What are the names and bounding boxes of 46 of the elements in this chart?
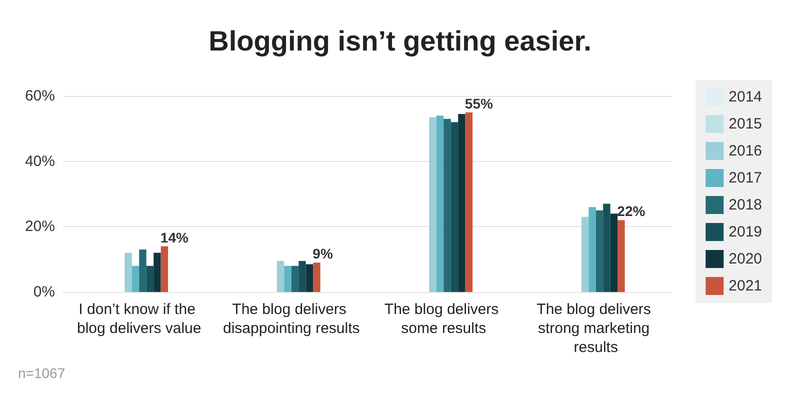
bar — [154, 252, 161, 292]
data-label: 14% — [160, 229, 190, 246]
bar — [124, 252, 132, 292]
data-label: 9% — [312, 246, 334, 262]
bar — [160, 246, 168, 292]
bar — [588, 207, 596, 292]
bar — [429, 117, 436, 292]
data-label: 22% — [617, 203, 646, 220]
text: n=1067 — [18, 365, 66, 381]
legend-label: 2015 — [728, 116, 762, 132]
bar — [458, 114, 466, 292]
legend-label: 2020 — [728, 250, 762, 268]
bar — [276, 260, 284, 292]
bar — [298, 260, 306, 292]
bar — [284, 266, 292, 292]
legend-label: 2018 — [728, 196, 762, 214]
bar — [139, 250, 146, 292]
bar — [132, 266, 140, 292]
chart-title: Blogging isn’t getting easier. — [208, 26, 592, 56]
y-tick-label: 60% — [24, 88, 55, 104]
y-tick-label: 40% — [24, 152, 55, 170]
bar — [603, 204, 610, 292]
bar — [306, 264, 314, 292]
legend-label: 2016 — [728, 142, 762, 160]
legend-label: 2017 — [728, 170, 762, 186]
y-tick-label: 0% — [33, 284, 55, 300]
x-tick-label: The blog delivers disappointing results — [222, 301, 360, 337]
x-tick-label: The blog delivers some results — [384, 301, 503, 337]
bar — [444, 118, 451, 292]
data-label: 55% — [464, 95, 494, 112]
bar — [436, 116, 444, 292]
bar — [596, 210, 604, 292]
legend-label: 2021 — [728, 278, 762, 294]
x-tick-label: The blog delivers strong marketing results — [536, 301, 656, 356]
bar — [291, 266, 299, 292]
bar — [146, 266, 154, 292]
y-tick-label: 20% — [24, 218, 55, 236]
x-tick-label: I don’t know if the blog delivers value — [77, 301, 202, 337]
bar — [450, 122, 458, 292]
bar — [465, 112, 473, 292]
bar — [610, 214, 618, 292]
bar — [581, 216, 589, 292]
bar — [313, 262, 320, 292]
legend-label: 2014 — [728, 88, 762, 106]
bar — [618, 220, 625, 292]
legend-label: 2019 — [728, 224, 762, 240]
